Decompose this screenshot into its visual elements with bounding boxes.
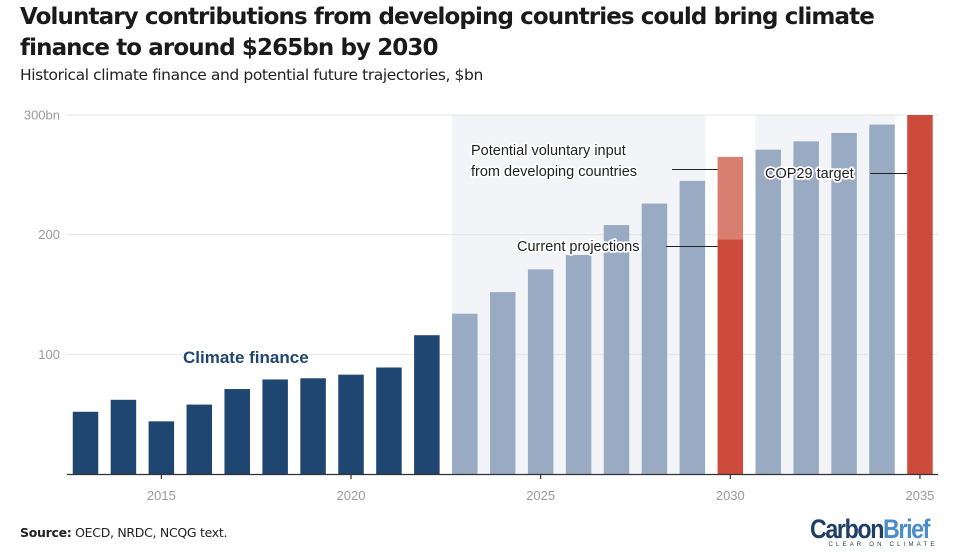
- bar-projection: [489, 292, 516, 474]
- bar-projection: [641, 203, 668, 474]
- bar-projection: [755, 149, 781, 474]
- annotations: Climate finance Potential voluntary input…: [182, 141, 908, 369]
- y-tick-label: 300bn: [24, 108, 60, 123]
- bars: [72, 115, 933, 475]
- bar-projection: [565, 255, 592, 474]
- logo-brief: Brief: [883, 514, 930, 544]
- bar-historical: [72, 411, 99, 474]
- source-label: Source:: [20, 525, 72, 540]
- bar-historical: [300, 378, 326, 474]
- x-tick-label: 2015: [147, 488, 176, 503]
- carbon-brief-logo: CarbonBrief CLEAR ON CLIMATE: [810, 514, 942, 548]
- bar-projection: [679, 180, 706, 475]
- x-axis: 2015 2020 2025 2030 2035: [67, 473, 938, 503]
- bar-historical: [262, 379, 288, 474]
- gridlines: 100 200 300bn: [24, 108, 938, 362]
- x-tick-label: 2025: [526, 488, 555, 503]
- bar-voluntary_2030: [717, 156, 744, 240]
- bar-historical: [224, 389, 250, 474]
- bar-historical: [376, 367, 402, 474]
- bar-historical: [414, 335, 440, 474]
- cop29-target-label: COP29 target: [765, 166, 854, 182]
- bar-projection: [793, 141, 819, 474]
- y-tick-label: 100: [38, 347, 60, 362]
- source-note: Source: OECD, NRDC, NCQG text.: [20, 525, 227, 540]
- chart-title: Voluntary contributions from developing …: [20, 4, 875, 61]
- bar-projection: [831, 132, 857, 474]
- bar-target: [907, 115, 933, 474]
- voluntary-input-label-line1: Potential voluntary input: [471, 143, 626, 159]
- x-tick-label: 2035: [905, 488, 934, 503]
- y-tick-label: 200: [38, 227, 60, 242]
- current-projections-label: Current projections: [517, 239, 640, 255]
- bar-historical: [338, 374, 364, 474]
- source-text: OECD, NRDC, NCQG text.: [71, 525, 228, 540]
- logo-wordmark: CarbonBrief: [810, 514, 930, 544]
- bar-projection: [527, 269, 554, 474]
- bar-historical: [110, 399, 137, 474]
- chart-subtitle: Historical climate finance and potential…: [20, 66, 483, 84]
- bar-projection: [603, 225, 630, 474]
- voluntary-input-label-line2: from developing countries: [471, 164, 637, 180]
- bar-current_2030: [717, 239, 744, 474]
- bar-historical: [186, 404, 213, 474]
- x-tick-label: 2020: [337, 488, 366, 503]
- bar-projection: [869, 124, 895, 474]
- logo-carbon: Carbon: [810, 514, 884, 544]
- climate-finance-label: Climate finance: [183, 348, 309, 367]
- x-tick-label: 2030: [716, 488, 745, 503]
- bar-projection: [452, 313, 478, 474]
- logo-tagline: CLEAR ON CLIMATE: [828, 542, 938, 548]
- bar-historical: [148, 421, 175, 474]
